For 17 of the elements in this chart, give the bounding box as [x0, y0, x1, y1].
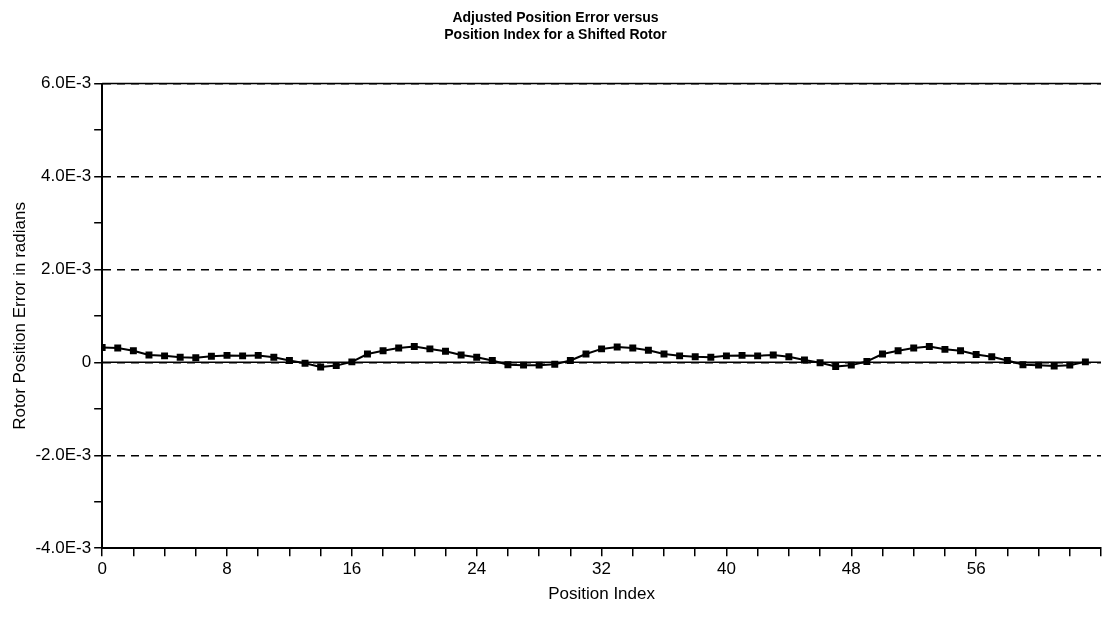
x-tick-label: 0 [97, 559, 107, 579]
x-tick-label: 48 [841, 559, 861, 579]
y-tick-label: -2.0E-3 [35, 444, 92, 464]
x-tick-label: 40 [716, 559, 736, 579]
x-tick-label: 32 [592, 559, 612, 579]
y-tick-label: 6.0E-3 [41, 73, 92, 93]
x-tick-label: 8 [222, 559, 232, 579]
y-tick-label: 0 [81, 352, 92, 372]
y-axis-title: Rotor Position Error in radians [9, 202, 29, 430]
x-tick-label: 16 [342, 559, 362, 579]
x-tick-label: 56 [966, 559, 986, 579]
y-tick-label: 2.0E-3 [41, 259, 92, 279]
chart-title: Adjusted Position Error versus Position Index for a Shifted Rotor [444, 9, 668, 43]
x-tick-label: 24 [467, 559, 487, 579]
x-axis-title: Position Index [548, 584, 656, 604]
y-tick-label: -4.0E-3 [35, 537, 92, 557]
y-tick-label: 4.0E-3 [41, 166, 92, 186]
